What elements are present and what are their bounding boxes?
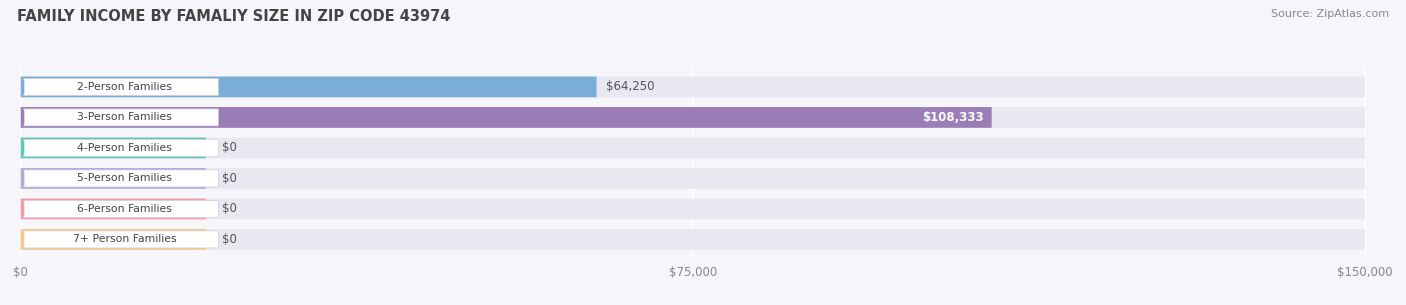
FancyBboxPatch shape: [21, 168, 205, 189]
Text: 5-Person Families: 5-Person Families: [77, 174, 173, 183]
Text: Source: ZipAtlas.com: Source: ZipAtlas.com: [1271, 9, 1389, 19]
FancyBboxPatch shape: [24, 139, 218, 156]
FancyBboxPatch shape: [24, 200, 218, 217]
FancyBboxPatch shape: [21, 229, 205, 250]
Text: 2-Person Families: 2-Person Families: [77, 82, 173, 92]
Text: $108,333: $108,333: [922, 111, 984, 124]
FancyBboxPatch shape: [24, 109, 218, 126]
FancyBboxPatch shape: [21, 77, 596, 97]
FancyBboxPatch shape: [24, 78, 218, 95]
FancyBboxPatch shape: [21, 199, 205, 219]
FancyBboxPatch shape: [21, 138, 1365, 158]
Text: $0: $0: [222, 203, 238, 215]
FancyBboxPatch shape: [21, 77, 1365, 97]
FancyBboxPatch shape: [21, 229, 1365, 250]
Text: 6-Person Families: 6-Person Families: [77, 204, 173, 214]
Text: 7+ Person Families: 7+ Person Families: [73, 235, 177, 244]
Text: 3-Person Families: 3-Person Families: [77, 113, 173, 122]
Text: FAMILY INCOME BY FAMALIY SIZE IN ZIP CODE 43974: FAMILY INCOME BY FAMALIY SIZE IN ZIP COD…: [17, 9, 450, 24]
Text: $0: $0: [222, 142, 238, 154]
Text: 4-Person Families: 4-Person Families: [77, 143, 173, 153]
FancyBboxPatch shape: [21, 138, 205, 158]
FancyBboxPatch shape: [24, 231, 218, 248]
FancyBboxPatch shape: [21, 107, 991, 128]
FancyBboxPatch shape: [24, 170, 218, 187]
FancyBboxPatch shape: [21, 168, 1365, 189]
Text: $0: $0: [222, 172, 238, 185]
Text: $0: $0: [222, 233, 238, 246]
FancyBboxPatch shape: [21, 107, 1365, 128]
Text: $64,250: $64,250: [606, 81, 654, 93]
FancyBboxPatch shape: [21, 199, 1365, 219]
